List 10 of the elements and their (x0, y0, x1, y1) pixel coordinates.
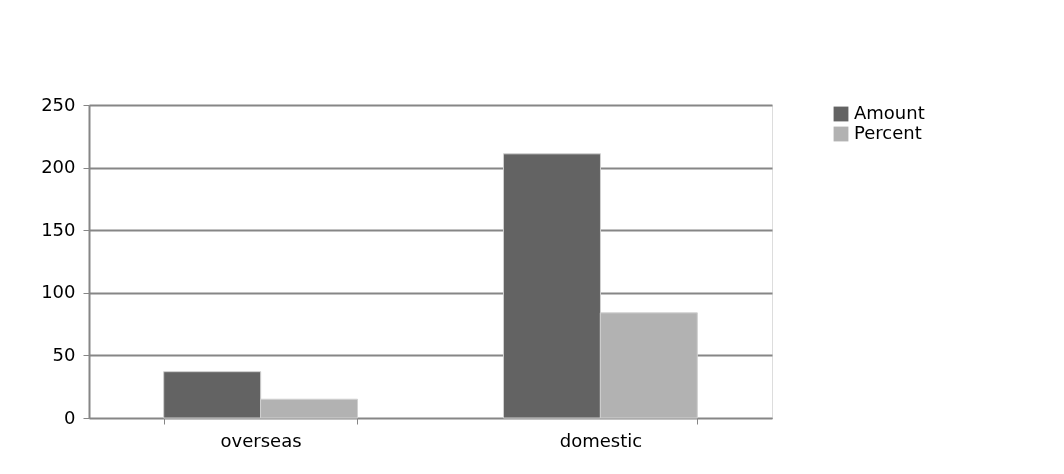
y-tick-label: 200 (41, 156, 76, 178)
x-tick-label: overseas (220, 429, 302, 451)
y-tick-label: 0 (64, 406, 76, 428)
x-tick-label: domestic (559, 429, 643, 451)
y-tick-label: 50 (52, 343, 76, 365)
legend-label: Amount (854, 102, 925, 123)
y-tick-label: 150 (41, 218, 76, 240)
legend-label: Percent (854, 122, 922, 143)
y-tick-label: 250 (41, 93, 76, 115)
y-tick-label: 100 (41, 281, 76, 303)
